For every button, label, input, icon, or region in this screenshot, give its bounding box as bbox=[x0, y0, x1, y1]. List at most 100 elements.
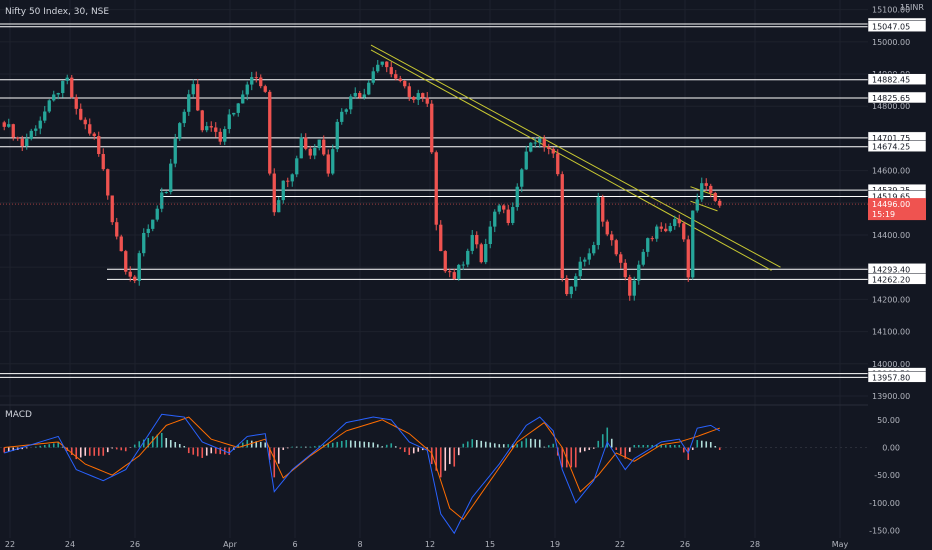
candle-body bbox=[25, 138, 29, 146]
price-tick-label: 14100.00 bbox=[872, 328, 910, 337]
candle-body bbox=[497, 205, 501, 212]
price-tick-label: 14200.00 bbox=[872, 295, 910, 304]
candle-body bbox=[524, 151, 528, 170]
level-tag-label: 14825.65 bbox=[872, 94, 910, 103]
level-tag-label: 14293.40 bbox=[872, 265, 910, 274]
candle-body bbox=[151, 219, 155, 229]
candle-body bbox=[160, 192, 164, 209]
time-axis-bg bbox=[0, 538, 868, 550]
candle-body bbox=[637, 264, 641, 281]
candle-body bbox=[250, 77, 254, 85]
trendline bbox=[370, 44, 781, 268]
time-tick-label: 28 bbox=[750, 540, 760, 549]
candle-body bbox=[290, 174, 294, 182]
candle-body bbox=[2, 122, 6, 127]
candle-body bbox=[182, 111, 186, 124]
horizontal-levels bbox=[0, 23, 868, 378]
candle-body bbox=[133, 276, 137, 281]
candle-body bbox=[119, 236, 123, 252]
candle-body bbox=[619, 254, 623, 263]
candle-body bbox=[164, 192, 168, 194]
candle-body bbox=[47, 100, 51, 112]
candle-body bbox=[610, 234, 614, 241]
candle-body bbox=[268, 91, 272, 174]
candle-body bbox=[488, 226, 492, 245]
candle-body bbox=[20, 138, 24, 146]
currency-digit: 15 bbox=[900, 3, 910, 12]
time-tick-label: 8 bbox=[357, 540, 362, 549]
candle-body bbox=[331, 149, 335, 174]
time-tick-label: Apr bbox=[223, 540, 238, 549]
candle-body bbox=[43, 111, 47, 121]
price-tick-label: 14600.00 bbox=[872, 167, 910, 176]
candle-body bbox=[16, 137, 20, 139]
signal-line bbox=[4, 416, 720, 521]
candle-body bbox=[439, 224, 443, 252]
time-tick-label: 6 bbox=[292, 540, 297, 549]
candle-body bbox=[191, 84, 195, 95]
time-tick-label: 22 bbox=[615, 540, 625, 549]
candle-body bbox=[223, 129, 227, 142]
candle-body bbox=[623, 262, 627, 278]
candle-body bbox=[380, 61, 384, 65]
candle-body bbox=[196, 84, 200, 111]
candle-body bbox=[448, 271, 452, 273]
candle-body bbox=[592, 245, 596, 254]
candle-body bbox=[362, 94, 366, 98]
candle-body bbox=[241, 94, 245, 104]
candle-body bbox=[529, 142, 533, 152]
candle-body bbox=[7, 124, 11, 127]
candle-body bbox=[110, 195, 114, 223]
candle-body bbox=[376, 64, 380, 72]
candle-body bbox=[371, 71, 375, 83]
candle-body bbox=[52, 94, 56, 101]
candle-body bbox=[403, 80, 407, 87]
candle-body bbox=[655, 226, 659, 239]
candle-body bbox=[88, 124, 92, 134]
price-tick-label: 15000.00 bbox=[872, 38, 910, 47]
level-tag-label: 14519.65 bbox=[872, 192, 910, 201]
candle-body bbox=[668, 226, 672, 232]
candle-body bbox=[101, 154, 105, 170]
candle-body bbox=[560, 174, 564, 279]
candle-body bbox=[596, 197, 600, 246]
candle-body bbox=[421, 93, 425, 98]
candle-body bbox=[313, 148, 317, 156]
candle-body bbox=[484, 244, 488, 263]
candle-body bbox=[551, 148, 555, 154]
macd-tick-label: -150.00 bbox=[869, 526, 900, 535]
candle-body bbox=[115, 222, 119, 237]
currency-label: INR bbox=[910, 3, 924, 12]
candle-body bbox=[214, 127, 218, 132]
candle-body bbox=[695, 199, 699, 211]
candle-body bbox=[155, 208, 159, 220]
candle-body bbox=[479, 244, 483, 263]
time-axis: 22 24 26 Apr 6 8 12 15 19 22 26 28 May bbox=[0, 538, 868, 550]
macd-tick-label: -100.00 bbox=[869, 499, 900, 508]
candle-body bbox=[511, 207, 515, 223]
candle-body bbox=[308, 148, 312, 156]
candle-body bbox=[578, 261, 582, 277]
candle-body bbox=[263, 86, 267, 92]
candle-body bbox=[335, 121, 339, 150]
candle-body bbox=[547, 146, 551, 149]
candle-body bbox=[700, 183, 704, 200]
candle-body bbox=[11, 124, 15, 138]
candle-body bbox=[452, 272, 456, 279]
level-tag-label: 13957.80 bbox=[872, 373, 910, 382]
countdown-label: 15:19 bbox=[872, 210, 895, 219]
candle-body bbox=[173, 138, 177, 164]
candle-body bbox=[245, 84, 249, 95]
candle-body bbox=[169, 163, 173, 193]
candle-body bbox=[385, 61, 389, 68]
candle-body bbox=[304, 137, 308, 149]
macd-pane bbox=[0, 413, 868, 535]
candle-body bbox=[673, 219, 677, 227]
candle-body bbox=[178, 123, 182, 139]
price-tick-label: 14000.00 bbox=[872, 360, 910, 369]
trendline bbox=[690, 186, 718, 197]
candle-body bbox=[565, 278, 569, 295]
time-tick-label: 26 bbox=[130, 540, 140, 549]
